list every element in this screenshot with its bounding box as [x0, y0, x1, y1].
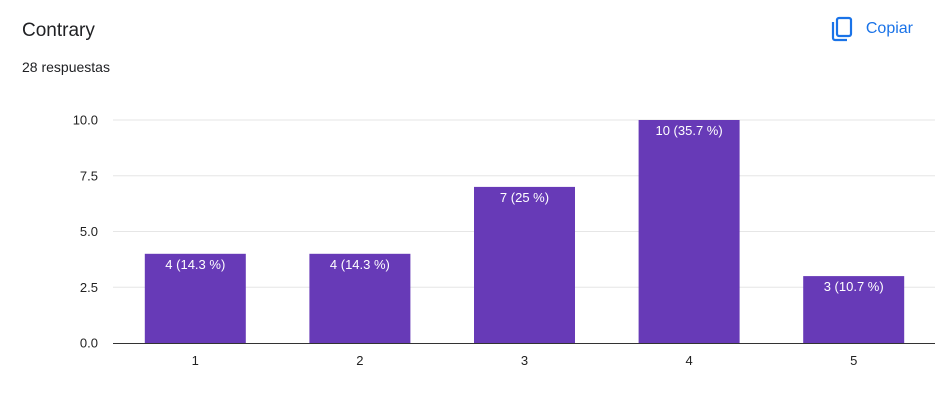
- bar: [638, 120, 740, 343]
- x-tick-label: 3: [521, 353, 528, 368]
- response-count: 28 respuestas: [22, 59, 110, 75]
- y-tick-label: 2.5: [80, 280, 98, 295]
- copy-icon: [830, 16, 854, 42]
- bar: [309, 253, 411, 343]
- data-label: 10 (35.7 %): [655, 123, 722, 138]
- data-label: 7 (25 %): [500, 190, 549, 205]
- x-tick-label: 2: [356, 353, 363, 368]
- copy-button[interactable]: Copiar: [824, 12, 919, 46]
- x-tick-label: 1: [192, 353, 199, 368]
- copy-label: Copiar: [865, 20, 913, 37]
- data-label: 4 (14.3 %): [330, 257, 390, 272]
- question-title: Contrary: [22, 20, 95, 41]
- x-tick-label: 4: [685, 353, 692, 368]
- y-tick-label: 0.0: [80, 336, 98, 351]
- data-label: 4 (14.3 %): [165, 257, 225, 272]
- bar: [474, 186, 575, 343]
- bar: [803, 276, 905, 343]
- y-tick-label: 10.0: [73, 113, 98, 128]
- y-tick-label: 7.5: [80, 168, 98, 183]
- bar: [144, 253, 246, 343]
- x-tick-label: 5: [850, 353, 857, 368]
- y-tick-label: 5.0: [80, 224, 98, 239]
- data-label: 3 (10.7 %): [824, 279, 884, 294]
